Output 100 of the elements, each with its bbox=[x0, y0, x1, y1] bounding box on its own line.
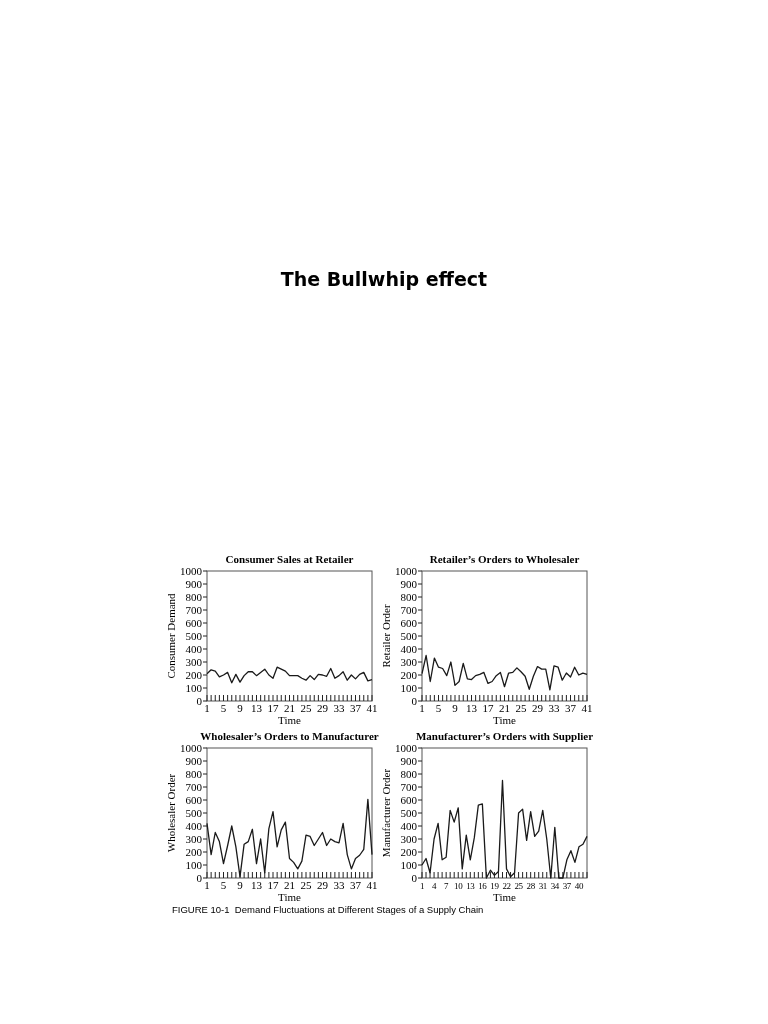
x-axis-title: Time bbox=[278, 891, 302, 903]
x-tick-label: 41 bbox=[581, 702, 593, 714]
y-tick-label: 100 bbox=[400, 859, 418, 871]
x-tick-label: 1 bbox=[419, 702, 425, 714]
x-tick-label: 9 bbox=[237, 879, 244, 891]
y-axis-title: Consumer Demand bbox=[165, 592, 177, 679]
x-tick-label: 13 bbox=[466, 881, 476, 891]
x-tick-label: 13 bbox=[251, 702, 263, 714]
y-tick-label: 100 bbox=[400, 682, 418, 694]
y-tick-label: 700 bbox=[185, 604, 203, 616]
y-tick-label: 1000 bbox=[395, 742, 418, 754]
x-tick-label: 5 bbox=[220, 702, 227, 714]
chart-title: Consumer Sales at Retailer bbox=[225, 553, 354, 565]
x-tick-label: 41 bbox=[366, 702, 378, 714]
x-tick-label: 22 bbox=[502, 881, 511, 891]
x-tick-label: 10 bbox=[454, 881, 464, 891]
x-tick-label: 7 bbox=[444, 881, 450, 891]
y-tick-label: 300 bbox=[400, 833, 418, 845]
y-tick-label: 1000 bbox=[395, 565, 418, 577]
x-tick-label: 41 bbox=[366, 879, 378, 891]
y-tick-label: 200 bbox=[185, 846, 203, 858]
x-tick-label: 13 bbox=[466, 702, 478, 714]
chart-title: Manufacturer’s Orders with Supplier bbox=[415, 730, 594, 742]
y-tick-label: 200 bbox=[400, 846, 418, 858]
x-tick-label: 19 bbox=[490, 881, 500, 891]
y-tick-label: 800 bbox=[400, 768, 418, 780]
x-tick-label: 25 bbox=[514, 881, 524, 891]
x-axis-title: Time bbox=[493, 714, 517, 726]
y-tick-label: 0 bbox=[411, 695, 418, 707]
x-tick-label: 13 bbox=[251, 879, 263, 891]
x-tick-label: 17 bbox=[267, 879, 279, 891]
x-tick-label: 25 bbox=[300, 879, 312, 891]
y-tick-label: 0 bbox=[411, 872, 418, 884]
y-tick-label: 400 bbox=[185, 820, 203, 832]
line-series bbox=[206, 666, 373, 684]
y-tick-label: 0 bbox=[196, 695, 203, 707]
y-tick-label: 400 bbox=[400, 820, 418, 832]
x-tick-label: 21 bbox=[284, 879, 295, 891]
y-tick-label: 600 bbox=[185, 794, 203, 806]
x-tick-label: 31 bbox=[538, 881, 547, 891]
y-tick-label: 300 bbox=[185, 833, 203, 845]
y-axis-title: Retailer Order bbox=[380, 604, 392, 668]
x-tick-label: 25 bbox=[300, 702, 312, 714]
x-tick-label: 34 bbox=[550, 881, 560, 891]
x-tick-label: 33 bbox=[333, 879, 345, 891]
x-tick-label: 37 bbox=[565, 702, 577, 714]
y-tick-label: 600 bbox=[185, 617, 203, 629]
y-tick-label: 700 bbox=[400, 781, 418, 793]
chart-title: Wholesaler’s Orders to Manufacturer bbox=[200, 730, 379, 742]
x-tick-label: 37 bbox=[562, 881, 572, 891]
x-tick-label: 4 bbox=[432, 881, 438, 891]
x-tick-label: 9 bbox=[452, 702, 459, 714]
line-series bbox=[421, 654, 588, 691]
y-tick-label: 900 bbox=[400, 578, 418, 590]
y-tick-label: 1000 bbox=[180, 742, 203, 754]
y-tick-label: 300 bbox=[400, 656, 418, 668]
x-tick-label: 29 bbox=[317, 702, 329, 714]
y-tick-label: 900 bbox=[185, 755, 203, 767]
y-tick-label: 300 bbox=[185, 656, 203, 668]
x-axis-title: Time bbox=[278, 714, 302, 726]
x-axis-title: Time bbox=[493, 891, 517, 903]
x-tick-label: 29 bbox=[532, 702, 544, 714]
y-tick-label: 500 bbox=[400, 630, 418, 642]
x-tick-label: 5 bbox=[220, 879, 227, 891]
y-tick-label: 800 bbox=[185, 591, 203, 603]
x-tick-label: 21 bbox=[284, 702, 295, 714]
x-tick-label: 25 bbox=[515, 702, 527, 714]
y-tick-label: 200 bbox=[185, 669, 203, 681]
y-tick-label: 700 bbox=[185, 781, 203, 793]
y-tick-label: 600 bbox=[400, 617, 418, 629]
y-tick-label: 800 bbox=[400, 591, 418, 603]
y-tick-label: 1000 bbox=[180, 565, 203, 577]
y-axis-title: Wholesaler Order bbox=[165, 773, 177, 853]
x-tick-label: 21 bbox=[499, 702, 510, 714]
x-tick-label: 37 bbox=[350, 879, 362, 891]
text: The Bullwhip effect bbox=[280, 268, 488, 290]
y-tick-label: 100 bbox=[185, 859, 203, 871]
y-tick-label: 200 bbox=[400, 669, 418, 681]
line-series bbox=[421, 779, 588, 879]
y-tick-label: 0 bbox=[196, 872, 203, 884]
y-tick-label: 100 bbox=[185, 682, 203, 694]
x-tick-label: 17 bbox=[267, 702, 279, 714]
y-tick-label: 400 bbox=[185, 643, 203, 655]
y-tick-label: 500 bbox=[185, 807, 203, 819]
y-tick-label: 500 bbox=[185, 630, 203, 642]
caption: FIGURE 10-1 Demand Fluctuations at Different Stages of a Supply Chain bbox=[172, 904, 484, 915]
y-tick-label: 800 bbox=[185, 768, 203, 780]
y-tick-label: 600 bbox=[400, 794, 418, 806]
x-tick-label: 29 bbox=[317, 879, 329, 891]
x-tick-label: 9 bbox=[237, 702, 244, 714]
y-tick-label: 700 bbox=[400, 604, 418, 616]
x-tick-label: 5 bbox=[435, 702, 442, 714]
y-tick-label: 900 bbox=[185, 578, 203, 590]
x-tick-label: 40 bbox=[574, 881, 584, 891]
x-tick-label: 16 bbox=[478, 881, 488, 891]
x-tick-label: 1 bbox=[204, 879, 210, 891]
y-tick-label: 400 bbox=[400, 643, 418, 655]
line-series bbox=[206, 798, 373, 878]
x-tick-label: 1 bbox=[204, 702, 210, 714]
x-tick-label: 17 bbox=[482, 702, 494, 714]
